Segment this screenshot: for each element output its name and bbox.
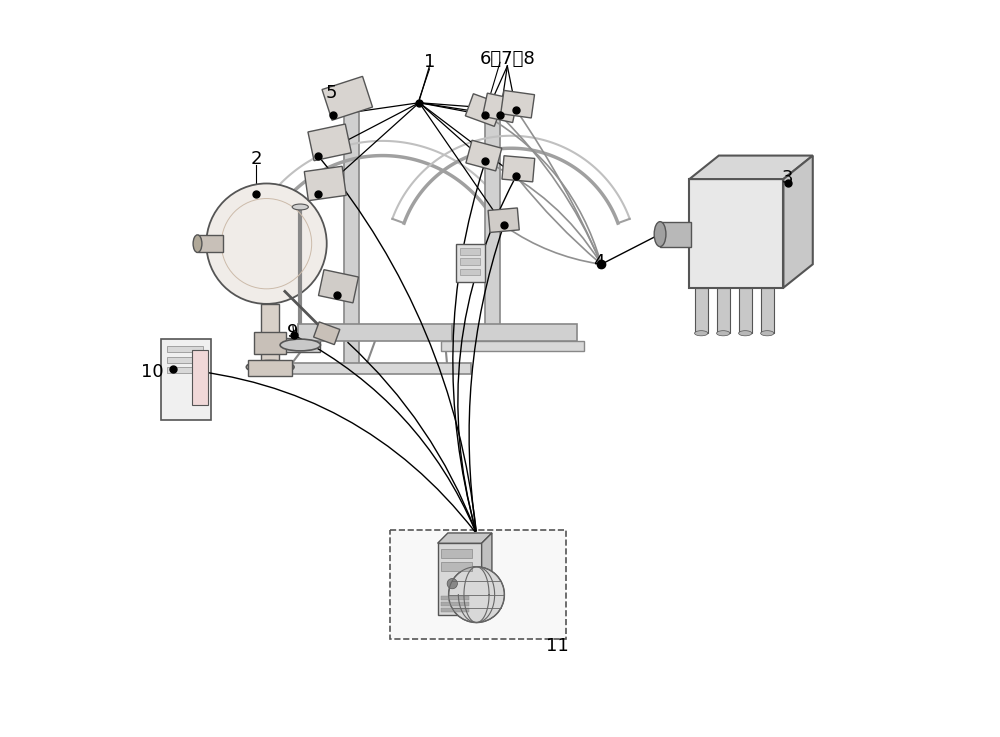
Circle shape	[206, 184, 327, 304]
Ellipse shape	[280, 339, 320, 351]
Bar	[283, 363, 471, 374]
Bar	[280, 338, 320, 352]
Bar	[695, 287, 708, 333]
Bar	[261, 304, 279, 366]
Ellipse shape	[292, 204, 308, 210]
Text: 11: 11	[546, 637, 569, 655]
Text: 10: 10	[141, 363, 164, 381]
Polygon shape	[482, 533, 492, 615]
Bar	[318, 270, 358, 303]
Bar	[460, 248, 480, 255]
Bar	[488, 208, 519, 232]
Polygon shape	[689, 156, 813, 179]
Bar	[460, 269, 480, 275]
Bar	[161, 339, 211, 420]
Bar	[314, 322, 340, 345]
Text: 4: 4	[593, 253, 605, 271]
Bar	[322, 77, 373, 120]
Ellipse shape	[717, 331, 730, 336]
Ellipse shape	[761, 331, 774, 336]
Bar	[660, 222, 691, 247]
Ellipse shape	[695, 331, 708, 336]
Bar	[465, 94, 502, 126]
Bar	[466, 140, 502, 171]
Ellipse shape	[739, 331, 752, 336]
Bar	[438, 543, 482, 615]
Bar	[308, 124, 351, 161]
Bar	[298, 324, 467, 340]
Text: 6、7、8: 6、7、8	[479, 49, 535, 68]
Bar	[198, 235, 223, 253]
Ellipse shape	[193, 235, 202, 253]
Bar	[460, 259, 480, 265]
Text: 3: 3	[782, 169, 794, 186]
Circle shape	[447, 579, 457, 589]
Bar	[167, 357, 203, 363]
Bar	[452, 324, 577, 340]
Bar	[441, 596, 469, 600]
Bar	[456, 244, 485, 282]
Bar	[502, 156, 535, 182]
Bar	[482, 93, 518, 122]
Ellipse shape	[654, 222, 666, 247]
Bar	[441, 602, 469, 606]
Bar	[739, 287, 752, 333]
Bar	[248, 360, 292, 376]
Bar	[501, 91, 535, 118]
Bar	[390, 530, 566, 639]
Bar	[689, 179, 783, 287]
Text: 1: 1	[424, 52, 435, 71]
Bar	[441, 340, 584, 351]
Bar	[485, 110, 500, 345]
Text: 2: 2	[250, 150, 262, 168]
Bar	[304, 167, 346, 200]
Circle shape	[449, 567, 504, 623]
Ellipse shape	[246, 360, 294, 374]
Bar	[441, 608, 469, 612]
Bar	[344, 110, 359, 366]
Bar	[441, 549, 472, 558]
Bar	[254, 332, 286, 354]
Bar	[761, 287, 774, 333]
Bar	[167, 367, 203, 373]
Bar	[717, 287, 730, 333]
Bar	[167, 346, 203, 352]
Text: 9: 9	[287, 323, 299, 340]
Bar	[192, 350, 208, 405]
Bar	[441, 562, 472, 571]
Text: 5: 5	[325, 84, 337, 102]
Polygon shape	[783, 156, 813, 287]
Polygon shape	[438, 533, 492, 543]
